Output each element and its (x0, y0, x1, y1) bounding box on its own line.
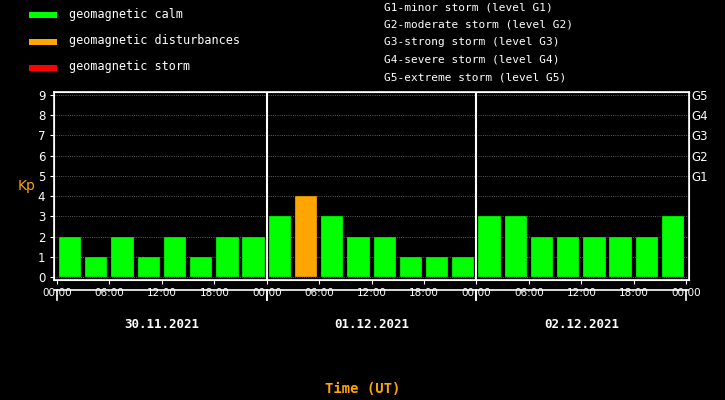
Text: G3-strong storm (level G3): G3-strong storm (level G3) (384, 37, 560, 47)
Bar (583, 236, 605, 277)
Text: geomagnetic calm: geomagnetic calm (69, 8, 183, 20)
Bar (478, 216, 501, 277)
Text: G1-minor storm (level G1): G1-minor storm (level G1) (384, 2, 553, 12)
Text: geomagnetic storm: geomagnetic storm (69, 60, 190, 73)
Bar (531, 236, 553, 277)
Bar (216, 236, 239, 277)
Bar (452, 257, 474, 277)
Bar (347, 236, 370, 277)
Text: 02.12.2021: 02.12.2021 (544, 318, 618, 331)
Bar (85, 257, 107, 277)
Bar (29, 39, 57, 45)
Bar (557, 236, 579, 277)
Text: G4-severe storm (level G4): G4-severe storm (level G4) (384, 55, 560, 65)
Bar (112, 236, 133, 277)
Bar (138, 257, 160, 277)
Bar (295, 196, 317, 277)
Text: G5-extreme storm (level G5): G5-extreme storm (level G5) (384, 72, 566, 82)
Bar (59, 236, 81, 277)
Bar (269, 216, 291, 277)
Bar (399, 257, 422, 277)
Bar (426, 257, 448, 277)
Text: geomagnetic disturbances: geomagnetic disturbances (69, 34, 240, 47)
Text: 01.12.2021: 01.12.2021 (334, 318, 409, 331)
Bar (29, 12, 57, 18)
Bar (242, 236, 265, 277)
Bar (29, 65, 57, 71)
Bar (505, 216, 527, 277)
Bar (321, 216, 344, 277)
Text: 30.11.2021: 30.11.2021 (125, 318, 199, 331)
Y-axis label: Kp: Kp (18, 179, 36, 193)
Text: G2-moderate storm (level G2): G2-moderate storm (level G2) (384, 20, 573, 30)
Bar (610, 236, 631, 277)
Bar (662, 216, 684, 277)
Bar (190, 257, 212, 277)
Text: Time (UT): Time (UT) (325, 382, 400, 396)
Bar (373, 236, 396, 277)
Bar (636, 236, 658, 277)
Bar (164, 236, 186, 277)
